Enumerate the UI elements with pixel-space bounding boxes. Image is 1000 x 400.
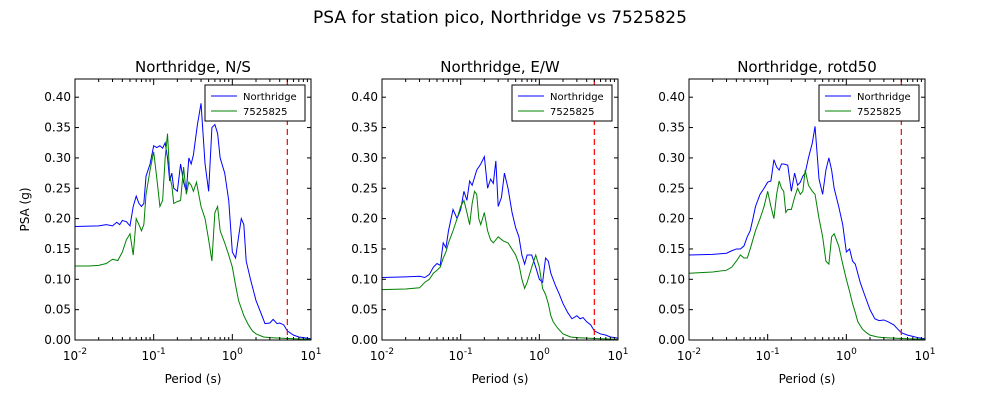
series-line-0 xyxy=(689,126,925,340)
chart-title: Northridge, N/S xyxy=(135,58,251,76)
y-tick-label: 0.05 xyxy=(351,303,378,317)
y-tick-label: 0.00 xyxy=(658,333,685,347)
y-tick-label: 0.05 xyxy=(658,303,685,317)
y-tick-label: 0.15 xyxy=(351,242,378,256)
chart-title: Northridge, rotd50 xyxy=(737,58,877,76)
x-tick-label: 10-1 xyxy=(449,347,473,363)
y-tick-label: 0.40 xyxy=(44,90,71,104)
series-line-1 xyxy=(689,169,925,340)
y-tick-label: 0.35 xyxy=(44,121,71,135)
x-tick-label: 100 xyxy=(529,347,550,363)
y-tick-label: 0.30 xyxy=(44,151,71,165)
y-tick-label: 0.25 xyxy=(351,181,378,195)
y-tick-label: 0.20 xyxy=(351,212,378,226)
x-tick-label: 100 xyxy=(222,347,243,363)
legend-entry: 7525825 xyxy=(243,107,288,118)
series-line-0 xyxy=(75,103,311,340)
y-tick-label: 0.40 xyxy=(658,90,685,104)
x-tick-label: 10-2 xyxy=(370,347,394,363)
y-tick-label: 0.15 xyxy=(44,242,71,256)
x-tick-label: 100 xyxy=(836,347,857,363)
y-tick-label: 0.10 xyxy=(351,272,378,286)
x-tick-label: 10-1 xyxy=(756,347,780,363)
x-tick-label: 10-1 xyxy=(142,347,166,363)
x-tick-label: 10-2 xyxy=(63,347,87,363)
y-tick-label: 0.00 xyxy=(351,333,378,347)
legend-entry: 7525825 xyxy=(550,107,595,118)
y-tick-label: 0.40 xyxy=(351,90,378,104)
legend: Northridge 7525825 xyxy=(818,84,920,122)
y-tick-label: 0.30 xyxy=(658,151,685,165)
plot-frame xyxy=(74,78,312,341)
chart-title: Northridge, E/W xyxy=(440,58,560,76)
y-tick-label: 0.30 xyxy=(351,151,378,165)
y-tick-label: 0.35 xyxy=(351,121,378,135)
x-axis-label: Period (s) xyxy=(472,372,529,386)
legend-entry: 7525825 xyxy=(857,107,902,118)
legend: Northridge 7525825 xyxy=(204,84,306,122)
y-tick-label: 0.20 xyxy=(44,212,71,226)
chart-panel-1: Northridge, E/W 0.00 0.05 0.10 0.15 0.20 0.25 0… xyxy=(351,58,628,386)
legend-entry: Northridge xyxy=(857,92,911,103)
legend-box xyxy=(511,84,613,122)
y-tick-label: 0.25 xyxy=(44,181,71,195)
y-axis-label: PSA (g) xyxy=(18,187,32,231)
x-axis-label: Period (s) xyxy=(779,372,836,386)
y-tick-label: 0.35 xyxy=(658,121,685,135)
y-tick-label: 0.25 xyxy=(658,181,685,195)
figure-suptitle: PSA for station pico, Northridge vs 7525… xyxy=(313,8,687,28)
y-tick-label: 0.05 xyxy=(44,303,71,317)
legend-entry: Northridge xyxy=(243,92,297,103)
y-tick-label: 0.10 xyxy=(44,272,71,286)
x-tick-label: 101 xyxy=(607,347,628,363)
y-tick-label: 0.20 xyxy=(658,212,685,226)
chart-panel-0: Northridge, N/S 0.00 0.05 0.10 0.15 0.20 0.25 0… xyxy=(18,58,322,386)
legend-box xyxy=(204,84,306,122)
plot-frame xyxy=(381,78,619,341)
x-tick-label: 101 xyxy=(914,347,935,363)
series-line-1 xyxy=(75,133,311,340)
x-tick-label: 101 xyxy=(300,347,321,363)
series-line-0 xyxy=(382,154,618,339)
y-tick-label: 0.00 xyxy=(44,333,71,347)
legend: Northridge 7525825 xyxy=(511,84,613,122)
y-tick-label: 0.15 xyxy=(658,242,685,256)
chart-panel-2: Northridge, rotd50 0.00 0.05 0.10 0.15 0.20 0.… xyxy=(658,58,935,386)
series-line-1 xyxy=(382,190,618,340)
legend-box xyxy=(818,84,920,122)
legend-entry: Northridge xyxy=(550,92,604,103)
y-tick-label: 0.10 xyxy=(658,272,685,286)
x-tick-label: 10-2 xyxy=(677,347,701,363)
plot-frame xyxy=(688,78,926,341)
chart-panels: Northridge, N/S 0.00 0.05 0.10 0.15 0.20 0.25 0… xyxy=(18,58,936,386)
x-axis-label: Period (s) xyxy=(165,372,222,386)
